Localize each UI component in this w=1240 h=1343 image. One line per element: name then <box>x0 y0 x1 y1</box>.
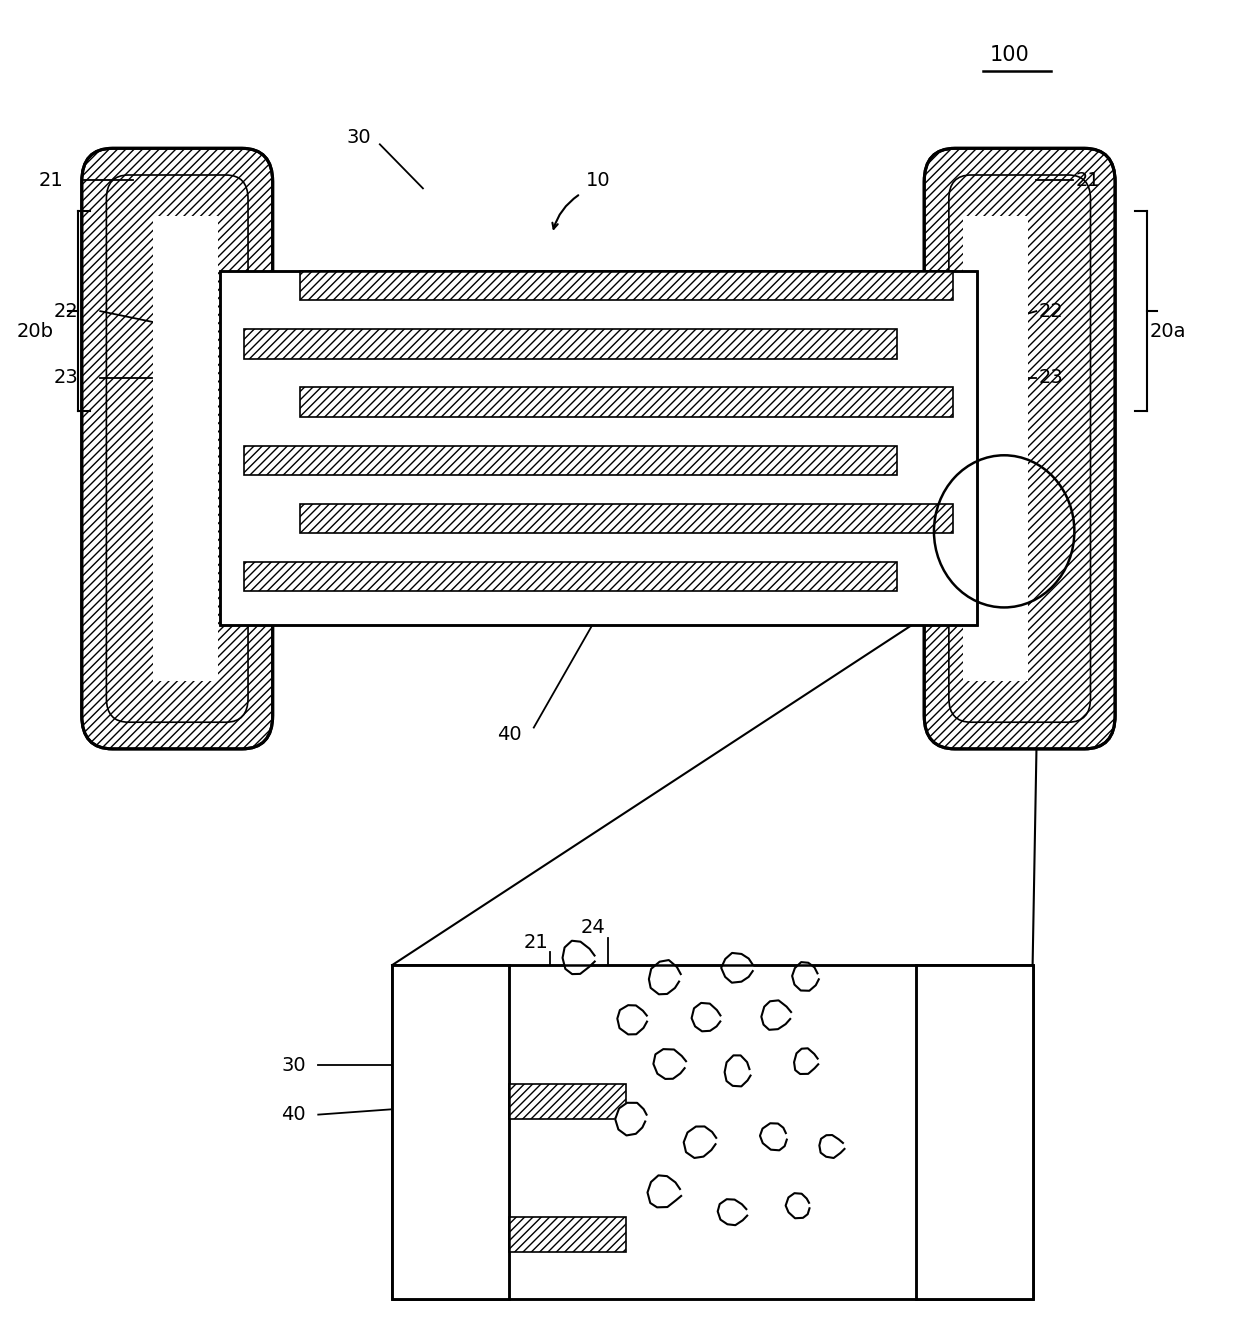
Text: 21: 21 <box>525 933 548 952</box>
FancyBboxPatch shape <box>924 148 1115 749</box>
Polygon shape <box>618 1005 647 1034</box>
Polygon shape <box>724 1056 750 1086</box>
Bar <box>153 216 218 681</box>
Polygon shape <box>615 1103 646 1135</box>
Text: 20b: 20b <box>16 322 53 341</box>
Polygon shape <box>653 1049 686 1078</box>
Text: 10: 10 <box>585 171 610 189</box>
Text: 24: 24 <box>580 919 605 937</box>
FancyBboxPatch shape <box>82 148 273 749</box>
Polygon shape <box>820 1135 844 1158</box>
Text: 30: 30 <box>346 128 371 148</box>
Bar <box>510 1217 626 1252</box>
Bar <box>300 271 952 301</box>
Bar <box>510 1084 626 1119</box>
Polygon shape <box>794 1049 818 1074</box>
Polygon shape <box>563 940 595 974</box>
Polygon shape <box>722 954 753 983</box>
Polygon shape <box>649 960 681 994</box>
Bar <box>244 563 897 591</box>
Text: 20a: 20a <box>1149 322 1187 341</box>
Text: 21: 21 <box>38 171 63 189</box>
Bar <box>244 446 897 475</box>
Bar <box>300 504 952 533</box>
Text: 23: 23 <box>1039 368 1064 387</box>
Bar <box>392 966 1033 1299</box>
Polygon shape <box>718 1199 748 1225</box>
Text: 23: 23 <box>53 368 78 387</box>
Bar <box>392 966 510 1299</box>
Bar <box>392 966 1033 1299</box>
Bar <box>219 271 977 624</box>
Text: 40: 40 <box>497 725 522 744</box>
Text: 22: 22 <box>1002 1062 1027 1081</box>
Bar <box>915 966 1033 1299</box>
Text: 22: 22 <box>53 302 78 321</box>
Polygon shape <box>647 1175 681 1207</box>
Text: 30: 30 <box>281 1056 306 1074</box>
Text: 22: 22 <box>1039 302 1064 321</box>
Polygon shape <box>692 1003 720 1031</box>
Polygon shape <box>760 1123 787 1151</box>
Bar <box>300 388 952 416</box>
Polygon shape <box>792 962 818 991</box>
Polygon shape <box>761 1001 791 1030</box>
Text: 100: 100 <box>990 44 1029 64</box>
Bar <box>963 216 1028 681</box>
Polygon shape <box>786 1193 810 1218</box>
Text: 21: 21 <box>1076 171 1100 189</box>
Bar <box>219 271 977 624</box>
Bar <box>244 329 897 359</box>
Polygon shape <box>683 1127 717 1158</box>
Text: 40: 40 <box>281 1105 306 1124</box>
